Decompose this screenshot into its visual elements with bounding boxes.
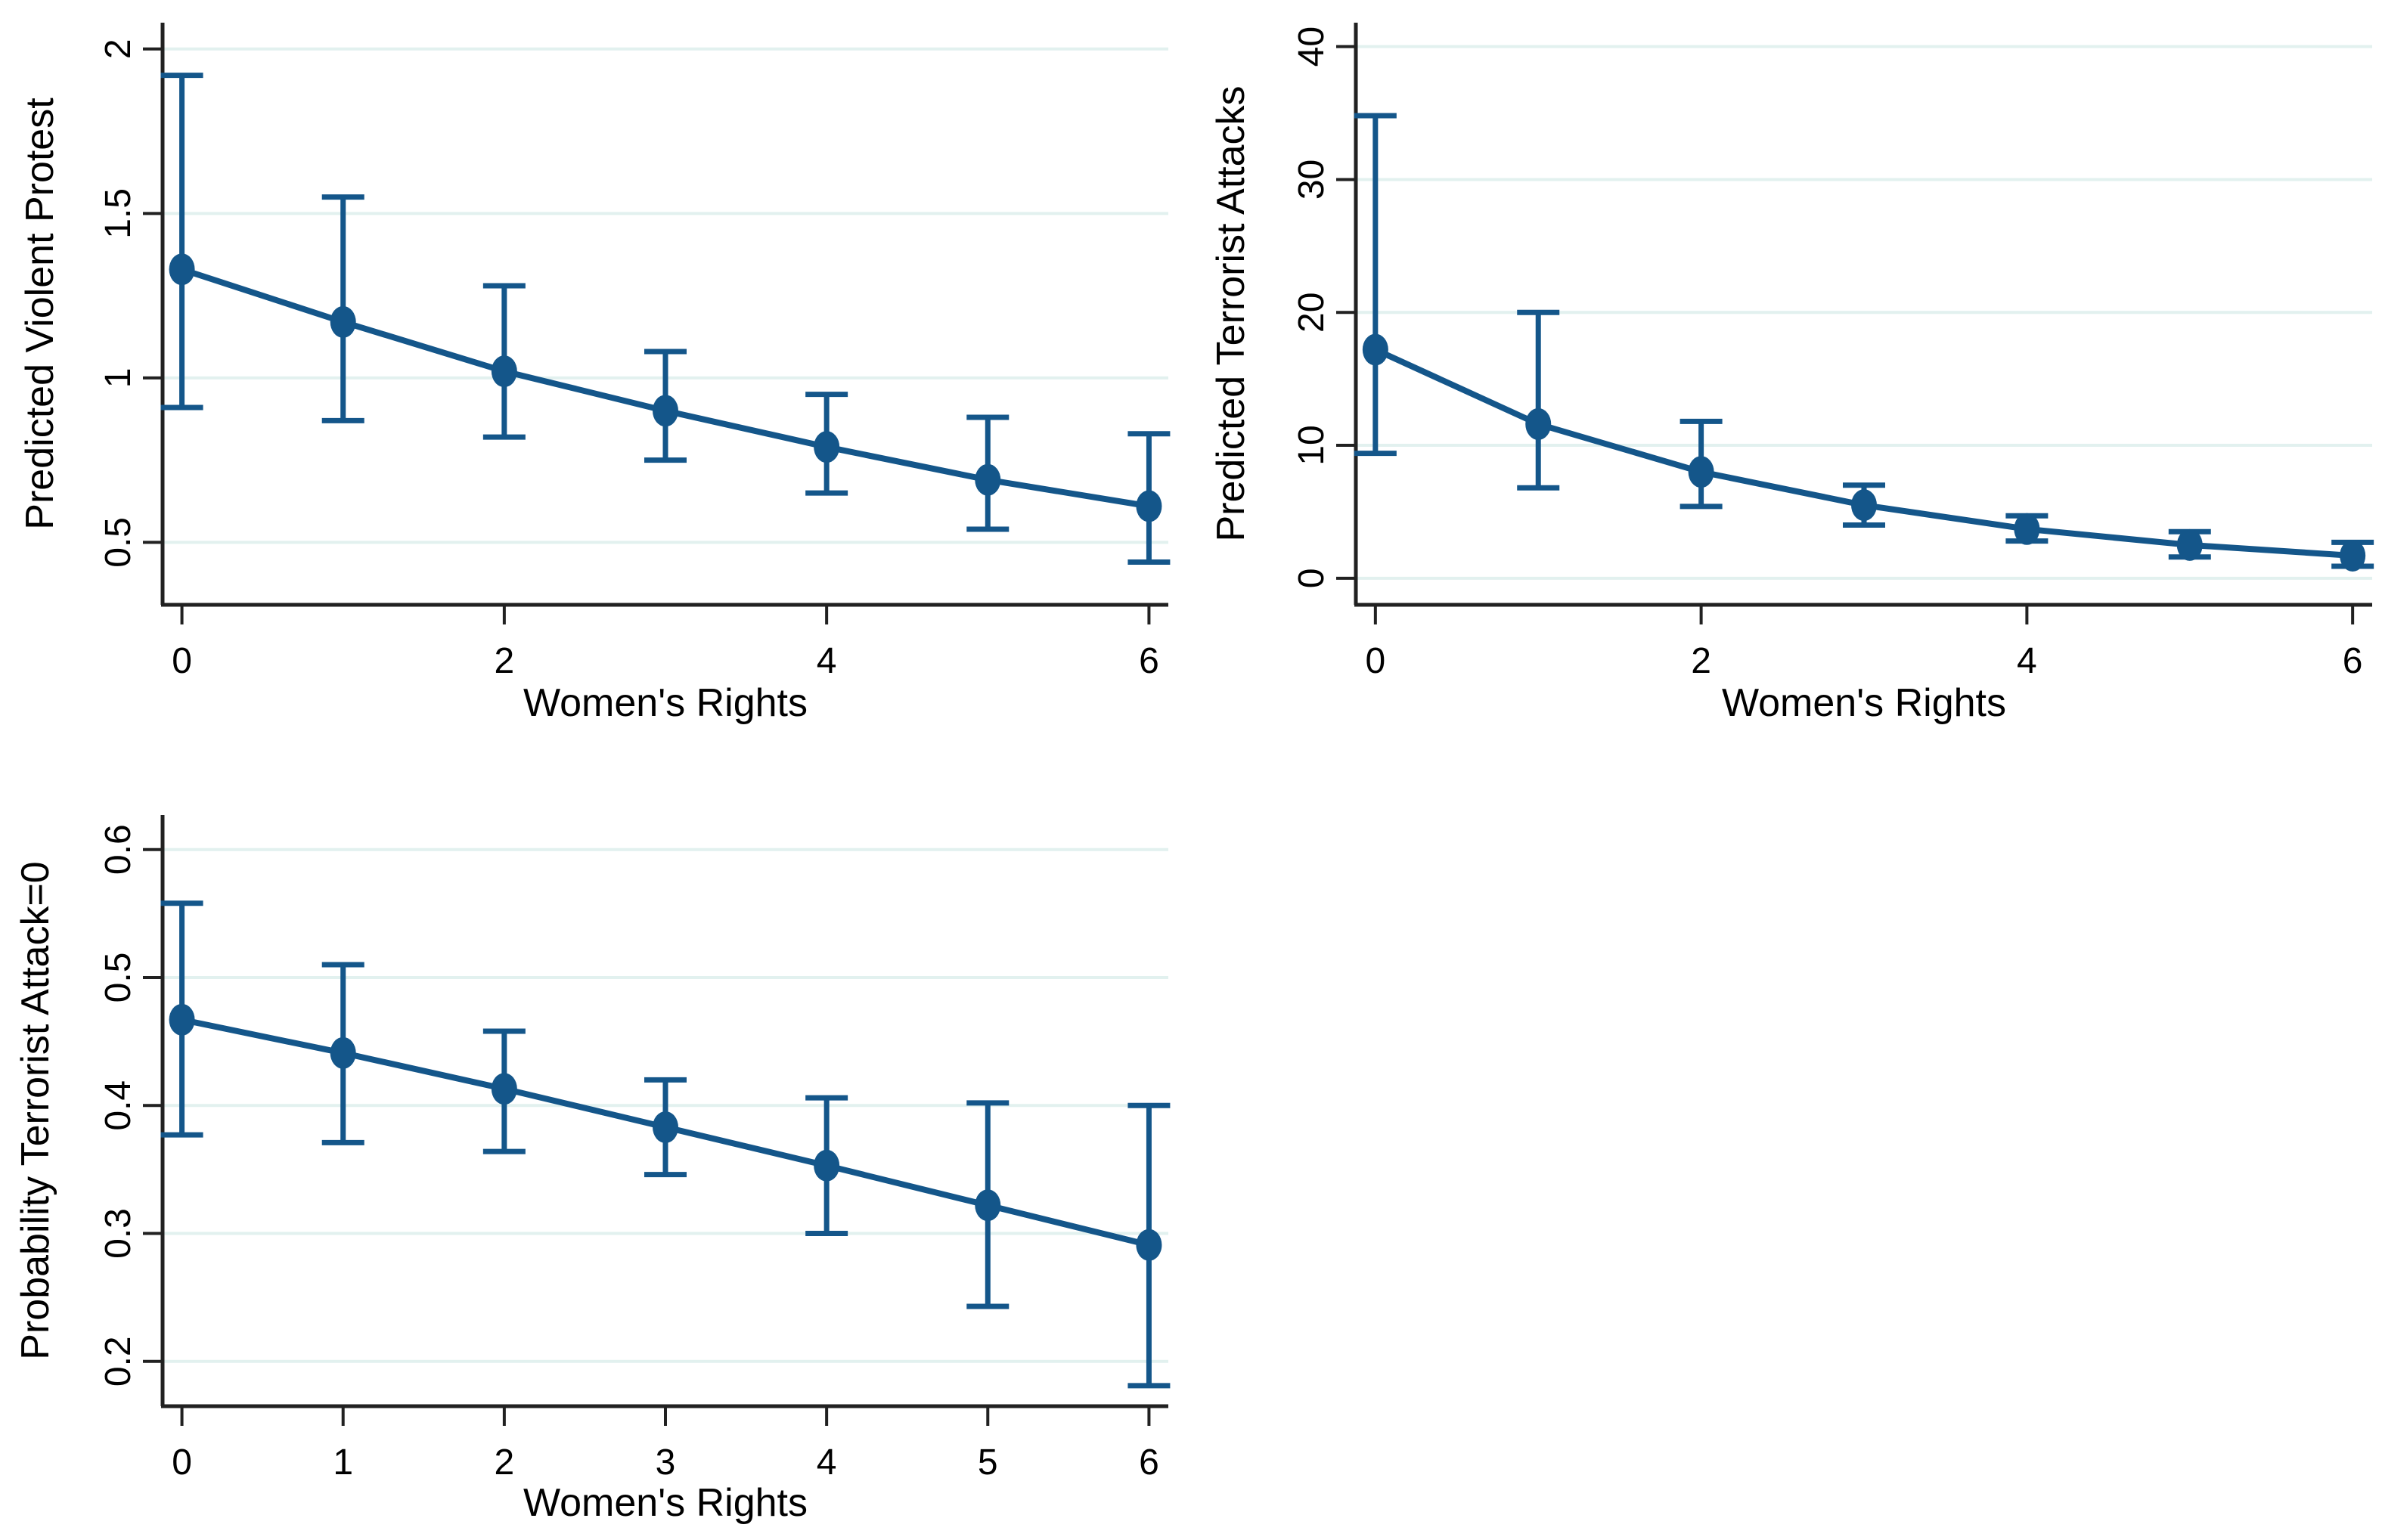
y-axis-tick-label: 1.5 (98, 188, 138, 239)
y-axis-tick-label: 0.5 (98, 517, 138, 568)
x-axis-tick-label: 4 (817, 641, 837, 681)
data-point (975, 463, 1001, 496)
y-axis-tick-label: 0 (1292, 568, 1332, 588)
y-axis-tick-label: 20 (1292, 293, 1332, 333)
x-axis-tick-label: 4 (2017, 641, 2037, 681)
chart-panel-terrorist-attacks: 0 10 20 30 40 0 2 4 6 Predicted Terrorist Attack… (1191, 0, 2382, 756)
data-point (491, 1073, 517, 1105)
x-axis-tick-label: 0 (1365, 641, 1385, 681)
chart-panel-violent-protest: 0.5 1 1.5 2 0 2 4 6 Predicted Violent Protest W… (0, 0, 1191, 756)
x-axis-title: Women's Rights (1722, 681, 2006, 725)
y-axis-tick-label: 40 (1292, 26, 1332, 67)
chart-panel-prob-attack-zero: 0.2 0.3 0.4 0.5 0.6 0 1 2 3 4 5 6 Probability Terro… (0, 792, 1210, 1540)
data-point (330, 1036, 356, 1069)
x-axis-tick-label: 6 (1139, 641, 1159, 681)
data-point (1688, 456, 1714, 488)
x-axis-tick-label: 6 (1139, 1442, 1159, 1483)
x-axis-tick-label: 2 (495, 641, 515, 681)
data-point (814, 431, 840, 463)
y-axis-title: Probability Terrorist Attack=0 (14, 861, 57, 1359)
y-axis-tick-label: 10 (1292, 425, 1332, 465)
x-axis-tick-label: 6 (2343, 641, 2363, 681)
x-axis-tick-label: 5 (978, 1442, 998, 1483)
data-point (2014, 513, 2040, 545)
y-axis-tick-label: 1 (98, 367, 138, 388)
x-axis-tick-label: 4 (817, 1442, 837, 1483)
x-axis-tick-label: 2 (1691, 641, 1711, 681)
x-axis-tick-label: 3 (656, 1442, 676, 1483)
data-point (1136, 490, 1162, 522)
data-point (1525, 407, 1552, 440)
chart-violent-protest: 0.5 1 1.5 2 0 2 4 6 Predicted Violent Protest W… (18, 23, 1171, 725)
data-point (975, 1189, 1001, 1222)
y-axis-title: Predicted Terrorist Attacks (1209, 85, 1253, 541)
y-axis-title: Predicted Violent Protest (18, 98, 62, 530)
data-point (330, 305, 356, 338)
data-point (814, 1149, 840, 1182)
data-point (2340, 539, 2366, 572)
data-point (2176, 528, 2203, 561)
data-point (1851, 489, 1877, 522)
x-axis-tick-label: 1 (333, 1442, 353, 1483)
data-point (169, 1003, 195, 1036)
chart-terrorist-attacks: 0 10 20 30 40 0 2 4 6 Predicted Terrorist Attack… (1209, 23, 2374, 725)
data-point (169, 253, 195, 286)
x-axis-tick-label: 0 (172, 1442, 192, 1483)
data-point (653, 395, 678, 427)
plot-area: 0 10 20 30 40 0 2 4 6 (1292, 23, 2374, 681)
plot-area: 0.2 0.3 0.4 0.5 0.6 0 1 2 3 4 5 6 (98, 815, 1171, 1483)
x-axis-tick-label: 2 (495, 1442, 515, 1483)
y-axis-tick-label: 0.5 (98, 953, 138, 1003)
chart-prob-attack-zero: 0.2 0.3 0.4 0.5 0.6 0 1 2 3 4 5 6 Probability Terro… (14, 815, 1171, 1525)
y-axis-tick-label: 30 (1292, 160, 1332, 200)
x-axis-title: Women's Rights (523, 1481, 808, 1525)
y-axis-tick-label: 0.2 (98, 1336, 138, 1387)
data-point (491, 355, 517, 388)
x-axis-tick-label: 0 (172, 641, 192, 681)
y-axis-tick-label: 0.3 (98, 1208, 138, 1259)
data-point (1362, 333, 1388, 366)
plot-area: 0.5 1 1.5 2 0 2 4 6 (98, 23, 1171, 681)
y-axis-tick-label: 0.4 (98, 1080, 138, 1131)
y-axis-tick-label: 0.6 (98, 824, 138, 875)
data-point (1136, 1229, 1162, 1261)
y-axis-tick-label: 2 (98, 39, 138, 59)
x-axis-title: Women's Rights (523, 681, 808, 725)
data-point (653, 1111, 678, 1144)
